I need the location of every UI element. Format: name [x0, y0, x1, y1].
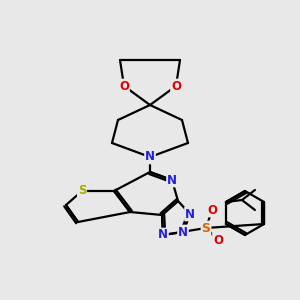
- Text: S: S: [202, 221, 211, 235]
- Text: O: O: [213, 233, 223, 247]
- Text: N: N: [178, 226, 188, 238]
- Text: N: N: [185, 208, 195, 220]
- Text: O: O: [119, 80, 129, 92]
- Text: N: N: [145, 151, 155, 164]
- Text: N: N: [158, 229, 168, 242]
- Text: O: O: [207, 203, 217, 217]
- Text: O: O: [171, 80, 181, 92]
- Text: S: S: [78, 184, 86, 197]
- Text: N: N: [167, 173, 177, 187]
